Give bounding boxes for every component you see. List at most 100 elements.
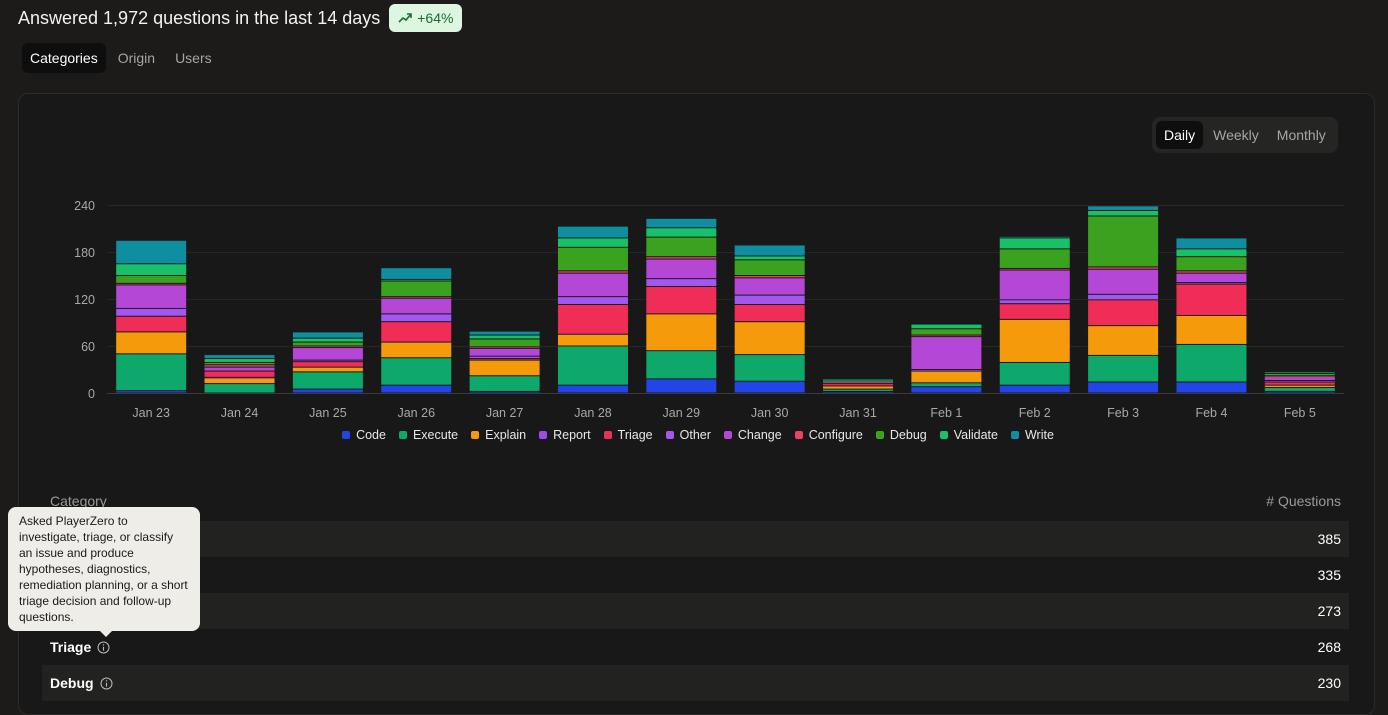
bar-segment-validate[interactable] — [734, 256, 805, 260]
bar-segment-change[interactable] — [292, 348, 363, 360]
bar-segment-configure[interactable] — [1088, 267, 1159, 269]
bar-segment-validate[interactable] — [999, 238, 1070, 249]
bar-segment-execute[interactable] — [204, 384, 275, 393]
bar-segment-explain[interactable] — [646, 314, 717, 351]
bar-segment-debug[interactable] — [292, 342, 363, 346]
info-icon[interactable] — [97, 641, 110, 654]
bar-segment-configure[interactable] — [469, 347, 540, 348]
bar-segment-change[interactable] — [557, 273, 628, 297]
bar-segment-execute[interactable] — [734, 355, 805, 381]
bar-segment-explain[interactable] — [999, 319, 1070, 362]
bar-segment-explain[interactable] — [1088, 326, 1159, 355]
bar-segment-configure[interactable] — [999, 268, 1070, 270]
bar-segment-debug[interactable] — [823, 380, 894, 382]
bar-segment-code[interactable] — [469, 391, 540, 393]
bar-segment-configure[interactable] — [116, 283, 187, 285]
bar-segment-explain[interactable] — [469, 360, 540, 376]
bar-segment-execute[interactable] — [557, 346, 628, 385]
bar-segment-validate[interactable] — [204, 359, 275, 362]
bar-segment-debug[interactable] — [557, 247, 628, 271]
period-weekly-button[interactable]: Weekly — [1213, 127, 1259, 143]
bar-segment-change[interactable] — [1088, 269, 1159, 294]
legend-item-debug[interactable]: Debug — [875, 428, 927, 442]
bar-segment-execute[interactable] — [469, 376, 540, 391]
bar-segment-write[interactable] — [557, 226, 628, 238]
bar-segment-execute[interactable] — [911, 383, 982, 387]
bar-segment-other[interactable] — [469, 356, 540, 359]
legend-item-execute[interactable]: Execute — [398, 428, 458, 442]
bar-segment-change[interactable] — [116, 285, 187, 308]
bar-segment-execute[interactable] — [999, 362, 1070, 385]
bar-segment-validate[interactable] — [381, 279, 452, 281]
bar-segment-write[interactable] — [1176, 238, 1247, 249]
bar-segment-change[interactable] — [823, 382, 894, 384]
bar-segment-triage[interactable] — [999, 304, 1070, 319]
bar-segment-debug[interactable] — [381, 281, 452, 297]
bar-segment-triage[interactable] — [292, 362, 363, 367]
legend-item-explain[interactable]: Explain — [471, 428, 526, 442]
bar-segment-change[interactable] — [1264, 377, 1335, 380]
bar-segment-execute[interactable] — [1088, 355, 1159, 382]
bar-segment-code[interactable] — [292, 389, 363, 393]
table-row[interactable]: 273 — [42, 593, 1349, 629]
bar-segment-configure[interactable] — [204, 365, 275, 367]
bar-segment-execute[interactable] — [1264, 388, 1335, 391]
bar-segment-configure[interactable] — [911, 335, 982, 337]
bar-segment-report[interactable] — [204, 377, 275, 379]
legend-item-report[interactable]: Report — [539, 428, 591, 442]
bar-segment-validate[interactable] — [292, 338, 363, 342]
bar-segment-code[interactable] — [557, 385, 628, 393]
bar-segment-execute[interactable] — [1176, 344, 1247, 382]
bar-segment-debug[interactable] — [1264, 373, 1335, 376]
legend-item-change[interactable]: Change — [723, 428, 782, 442]
bar-segment-code[interactable] — [116, 391, 187, 393]
bar-segment-other[interactable] — [1264, 380, 1335, 382]
bar-segment-configure[interactable] — [1264, 376, 1335, 377]
bar-segment-other[interactable] — [116, 308, 187, 316]
bar-segment-explain[interactable] — [116, 332, 187, 354]
bar-segment-code[interactable] — [646, 379, 717, 393]
bar-segment-change[interactable] — [911, 337, 982, 370]
bar-segment-write[interactable] — [292, 332, 363, 338]
bar-segment-code[interactable] — [1088, 382, 1159, 393]
bar-segment-validate[interactable] — [646, 228, 717, 237]
bar-segment-code[interactable] — [1264, 391, 1335, 393]
bar-segment-other[interactable] — [646, 279, 717, 286]
bar-segment-explain[interactable] — [1176, 315, 1247, 344]
bar-segment-triage[interactable] — [381, 322, 452, 342]
bar-segment-explain[interactable] — [1264, 385, 1335, 388]
bar-segment-debug[interactable] — [204, 362, 275, 365]
bar-segment-validate[interactable] — [1264, 372, 1335, 373]
bar-segment-execute[interactable] — [646, 351, 717, 379]
bar-segment-change[interactable] — [999, 270, 1070, 300]
legend-item-write[interactable]: Write — [1010, 428, 1054, 442]
bar-segment-explain[interactable] — [381, 342, 452, 358]
bar-segment-validate[interactable] — [1176, 249, 1247, 257]
period-monthly-button[interactable]: Monthly — [1276, 127, 1326, 143]
bar-segment-code[interactable] — [1176, 382, 1247, 393]
bar-segment-configure[interactable] — [381, 297, 452, 298]
bar-segment-other[interactable] — [292, 360, 363, 362]
bar-segment-debug[interactable] — [734, 260, 805, 276]
bar-segment-configure[interactable] — [557, 271, 628, 273]
bar-segment-triage[interactable] — [1176, 284, 1247, 315]
bar-segment-explain[interactable] — [557, 334, 628, 346]
bar-segment-debug[interactable] — [646, 237, 717, 257]
bar-segment-change[interactable] — [381, 298, 452, 314]
bar-segment-code[interactable] — [999, 385, 1070, 393]
legend-item-other[interactable]: Other — [665, 428, 711, 442]
legend-item-validate[interactable]: Validate — [939, 428, 998, 442]
bar-segment-triage[interactable] — [204, 371, 275, 377]
bar-segment-triage[interactable] — [557, 304, 628, 334]
bar-segment-explain[interactable] — [911, 371, 982, 383]
table-row[interactable]: 385 — [42, 521, 1349, 557]
bar-segment-change[interactable] — [646, 259, 717, 279]
bar-segment-write[interactable] — [116, 240, 187, 264]
bar-segment-triage[interactable] — [734, 304, 805, 322]
table-row[interactable]: Debug 230 — [42, 665, 1349, 701]
bar-segment-validate[interactable] — [1088, 210, 1159, 216]
bar-segment-triage[interactable] — [1088, 300, 1159, 326]
bar-segment-other[interactable] — [734, 295, 805, 304]
bar-segment-execute[interactable] — [292, 372, 363, 389]
bar-segment-debug[interactable] — [999, 249, 1070, 268]
